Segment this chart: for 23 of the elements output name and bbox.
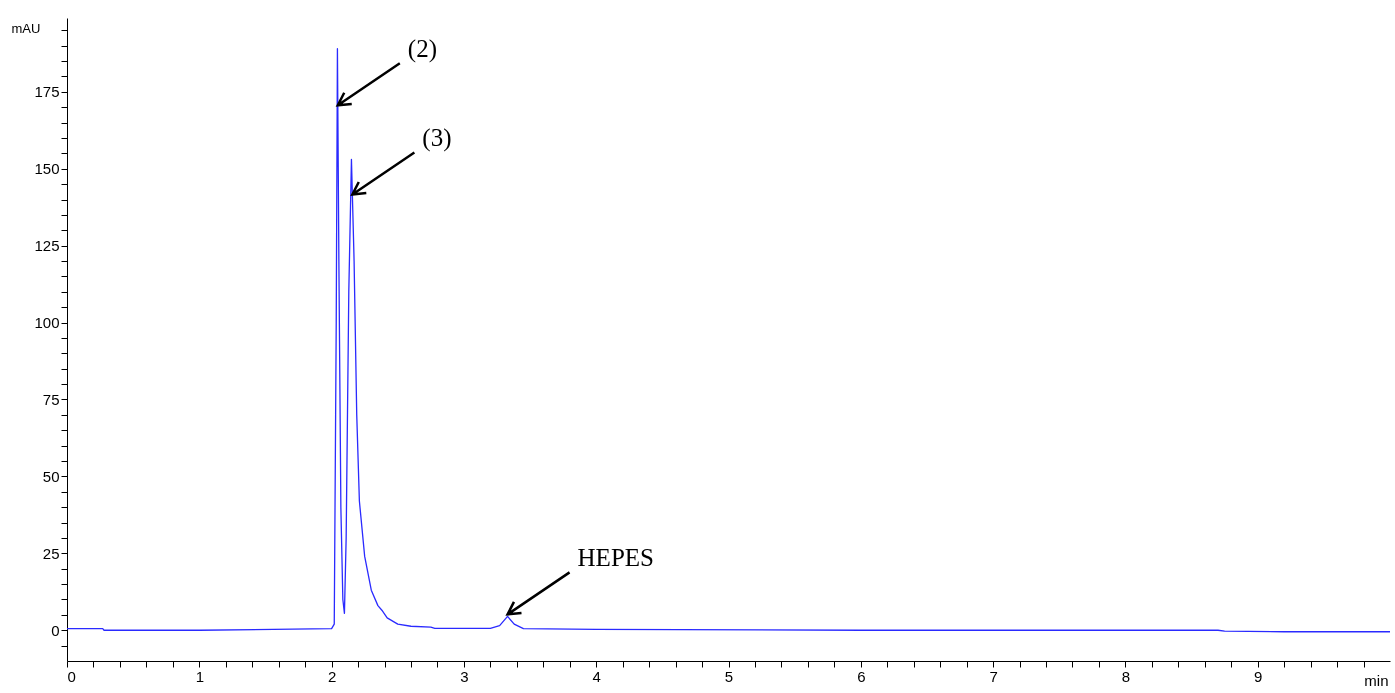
y-tick-label: 0: [51, 621, 60, 639]
x-tick-label: 0: [67, 667, 76, 685]
x-tick-label: 3: [460, 667, 469, 685]
x-tick-label: 4: [592, 667, 601, 685]
x-tick-label: 6: [857, 667, 866, 685]
y-tick-label: 50: [42, 467, 60, 485]
y-tick-label: 75: [42, 390, 60, 408]
x-tick-label: 5: [724, 667, 734, 685]
annotation: (3): [422, 124, 452, 153]
x-tick-label: 1: [195, 667, 204, 685]
y-tick-label: 100: [34, 314, 60, 332]
y-axis-title: mAU: [11, 20, 41, 36]
x-axis-title: min: [1364, 671, 1389, 689]
annotation: (2): [407, 35, 437, 64]
x-tick-label: 7: [989, 667, 998, 685]
y-tick-label: 175: [34, 83, 60, 101]
x-tick-label: 8: [1121, 667, 1131, 685]
y-tick-label: 125: [34, 237, 60, 255]
x-tick-label: 9: [1254, 667, 1263, 685]
y-tick-label: 25: [42, 544, 60, 562]
x-tick-label: 2: [327, 667, 337, 685]
y-tick-label: 150: [34, 160, 60, 178]
annotation: HEPES: [577, 544, 654, 572]
